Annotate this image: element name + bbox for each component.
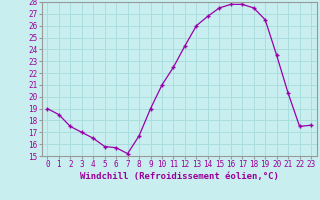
X-axis label: Windchill (Refroidissement éolien,°C): Windchill (Refroidissement éolien,°C) <box>80 172 279 181</box>
